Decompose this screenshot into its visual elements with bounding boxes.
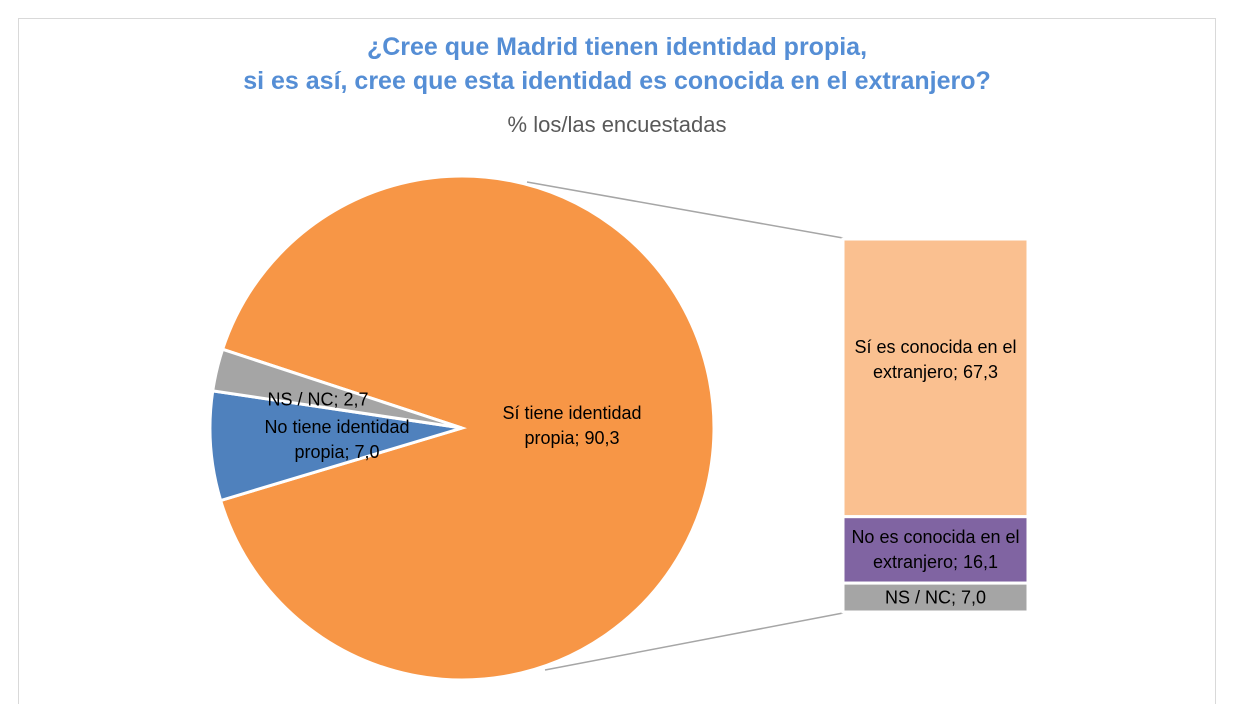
data-label: NS / NC; 2,7 [267,389,369,410]
data-label: No es conocida en el extranjero; 16,1 [851,526,1020,572]
chart-title: ¿Cree que Madrid tienen identidad propia… [243,33,991,95]
chart-frame [18,18,1216,704]
pie-slice [218,174,716,682]
connector [526,181,844,239]
data-label: Sí es conocida en el extranjero; 67,3 [854,336,1017,382]
bar-segment [841,581,1030,614]
data-label: No tiene identidad propia; 7,0 [264,417,410,462]
chart-subtitle: % los/las encuestadas [507,112,727,137]
connector [544,612,844,671]
pie-slice [208,389,463,503]
data-label: NS / NC; 7,0 [884,587,987,608]
data-label: Sí tiene identidad propia; 90,3 [502,403,642,448]
pie-slice [211,347,463,430]
